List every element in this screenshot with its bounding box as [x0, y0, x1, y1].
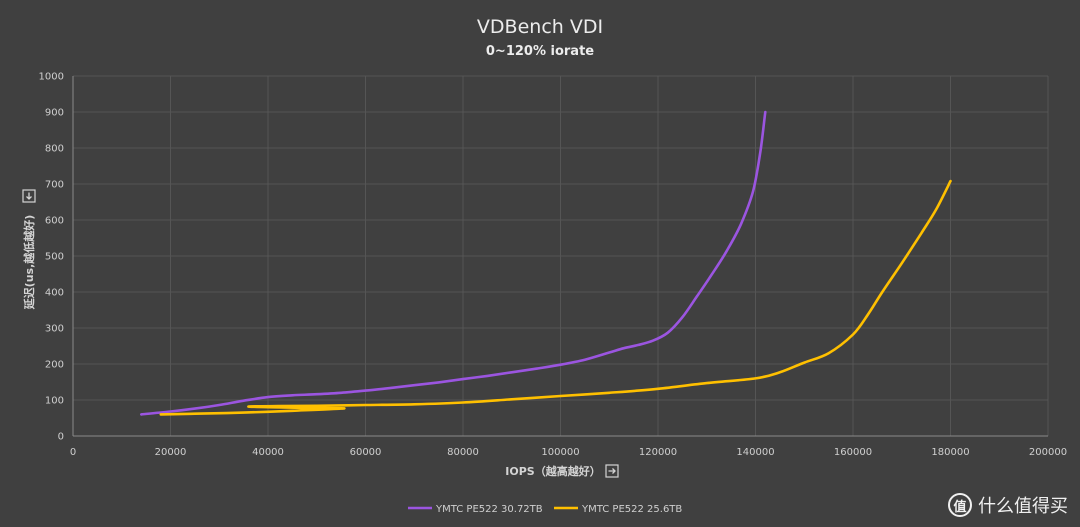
y-tick-label: 100 — [45, 396, 64, 407]
series-line-1 — [159, 179, 952, 416]
legend-label-1: YMTC PE522 25.6TB — [581, 504, 682, 515]
x-tick-label: 0 — [70, 447, 76, 458]
y-axis-label-group: 延迟(us,越低越好) — [22, 189, 36, 311]
legend: YMTC PE522 30.72TB YMTC PE522 25.6TB — [408, 504, 682, 515]
axes — [72, 76, 1048, 437]
y-axis-label: 延迟(us,越低越好) — [22, 215, 36, 311]
y-tick-label: 200 — [45, 360, 64, 371]
watermark-text: 什么值得买 — [978, 496, 1068, 517]
right-arrow-box-icon — [605, 464, 619, 478]
x-tick-label: 160000 — [834, 447, 872, 458]
y-tick-label: 500 — [45, 252, 64, 263]
x-tick-label: 80000 — [447, 447, 479, 458]
y-tick-label: 0 — [58, 432, 64, 443]
y-tick-label: 600 — [45, 216, 64, 227]
y-tick-label: 1000 — [39, 72, 64, 83]
grid-lines — [73, 75, 1049, 436]
smzdm-logo-icon: 值 — [948, 493, 972, 517]
y-tick-label: 900 — [45, 108, 64, 119]
x-tick-label: 100000 — [541, 447, 579, 458]
x-axis-label: IOPS（越高越好） — [505, 464, 600, 478]
y-tick-label: 300 — [45, 324, 64, 335]
y-tick-labels: 0 100 200 300 400 500 600 700 800 900 1000 — [39, 72, 64, 443]
x-tick-label: 120000 — [639, 447, 677, 458]
y-tick-label: 800 — [45, 144, 64, 155]
x-tick-labels: 0 20000 40000 60000 80000 100000 120000 140000 1… — [70, 447, 1067, 458]
y-tick-label: 700 — [45, 180, 64, 191]
x-tick-label: 20000 — [155, 447, 187, 458]
x-tick-label: 40000 — [252, 447, 284, 458]
chart-title: VDBench VDI — [477, 16, 603, 38]
watermark: 值 什么值得买 — [948, 492, 1068, 518]
series-line-0 — [140, 110, 767, 416]
x-tick-label: 60000 — [350, 447, 382, 458]
x-tick-label: 200000 — [1029, 447, 1067, 458]
chart-subtitle: 0~120% iorate — [486, 44, 594, 59]
down-arrow-box-icon — [22, 189, 36, 203]
series-lines — [140, 110, 952, 416]
x-axis-label-group: IOPS（越高越好） — [505, 464, 619, 478]
legend-label-0: YMTC PE522 30.72TB — [435, 504, 543, 515]
y-tick-label: 400 — [45, 288, 64, 299]
x-tick-label: 180000 — [931, 447, 969, 458]
x-tick-label: 140000 — [736, 447, 774, 458]
